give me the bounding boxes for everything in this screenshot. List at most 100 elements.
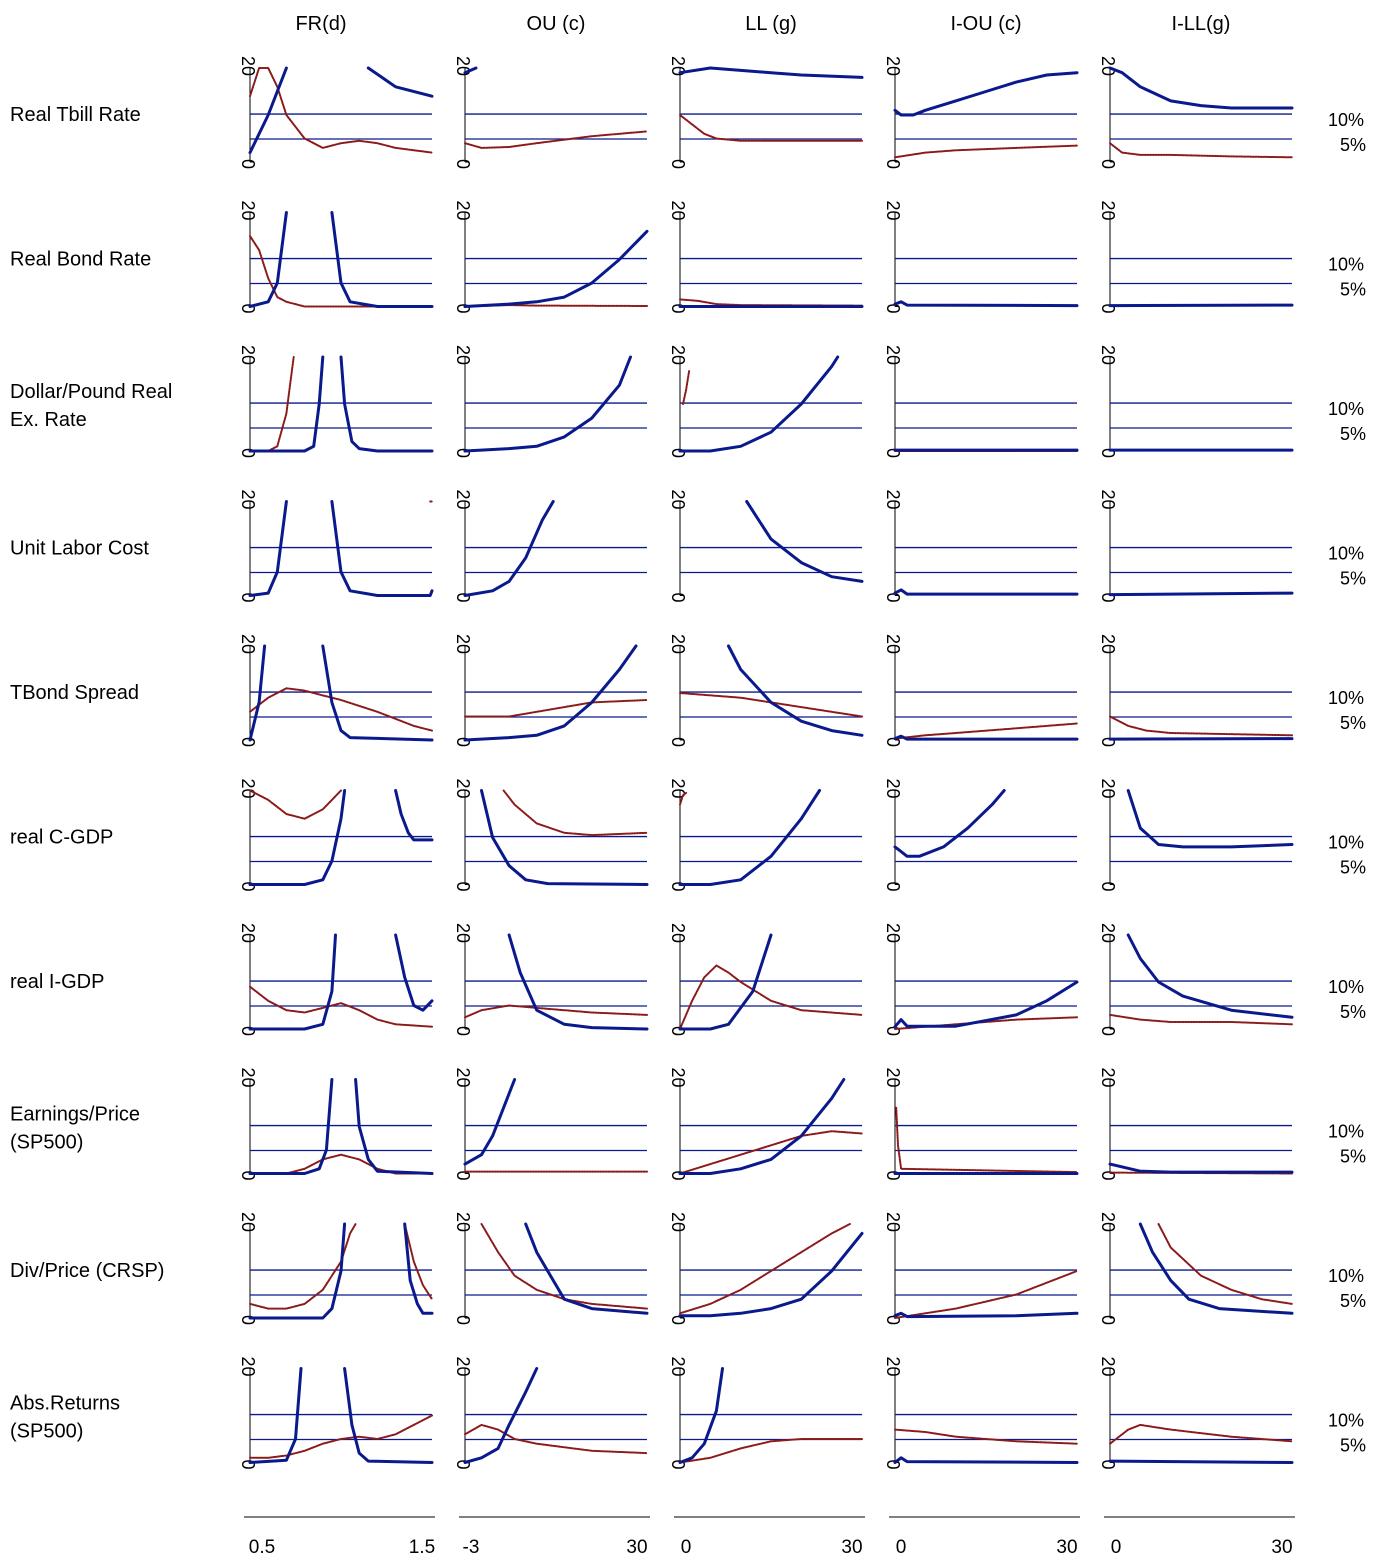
ref-label-10pct: 10% xyxy=(1328,110,1364,130)
y-tick-label: 0 xyxy=(238,448,258,458)
y-tick-label: 20 xyxy=(668,345,688,365)
y-tick-label: 0 xyxy=(1098,1315,1118,1325)
y-tick-label: 20 xyxy=(238,778,258,798)
y-tick-label: 20 xyxy=(453,56,473,76)
red-series-line xyxy=(464,130,648,149)
column-title: FR(d) xyxy=(295,13,346,35)
y-tick-label: 0 xyxy=(668,1315,688,1325)
y-tick-label: 0 xyxy=(883,881,903,891)
blue-series-line xyxy=(1108,1162,1294,1174)
y-tick-label: 0 xyxy=(883,159,903,169)
ref-label-5pct: 5% xyxy=(1340,279,1366,299)
y-tick-label: 0 xyxy=(883,303,903,313)
y-tick-label: 0 xyxy=(883,1459,903,1469)
red-series-line xyxy=(249,235,433,308)
y-tick-label: 0 xyxy=(1098,303,1118,313)
row-label: real I-GDP xyxy=(10,971,104,993)
y-tick-label: 0 xyxy=(1098,159,1118,169)
blue-series-line xyxy=(463,1367,539,1464)
y-tick-label: 0 xyxy=(668,1459,688,1469)
red-series-line xyxy=(679,298,863,307)
y-tick-label: 20 xyxy=(883,489,903,509)
ref-label-10pct: 10% xyxy=(1328,1122,1364,1142)
ref-label-5pct: 5% xyxy=(1340,568,1366,588)
red-series-line xyxy=(679,114,863,142)
y-tick-label: 20 xyxy=(1098,778,1118,798)
red-series-line xyxy=(679,1438,863,1464)
ref-label-5pct: 5% xyxy=(1340,713,1366,733)
y-tick-label: 0 xyxy=(453,1170,473,1180)
y-tick-label: 0 xyxy=(453,1026,473,1036)
row-label: Abs.Returns xyxy=(10,1393,120,1415)
blue-series-line xyxy=(678,1367,724,1464)
blue-series-line xyxy=(678,789,821,886)
y-tick-label: 0 xyxy=(1098,1026,1118,1036)
y-tick-label: 0 xyxy=(668,1026,688,1036)
blue-series-line xyxy=(248,1367,434,1464)
red-series-line xyxy=(682,370,691,405)
y-tick-label: 0 xyxy=(668,159,688,169)
y-tick-label: 0 xyxy=(883,448,903,458)
y-tick-label: 20 xyxy=(1098,1356,1118,1376)
y-tick-label: 0 xyxy=(238,1459,258,1469)
red-series-line xyxy=(464,699,648,718)
ref-label-10pct: 10% xyxy=(1328,1266,1364,1286)
x-tick-label: 0.5 xyxy=(249,1537,275,1558)
y-tick-label: 0 xyxy=(883,592,903,602)
blue-series-line xyxy=(248,644,434,742)
ref-label-5pct: 5% xyxy=(1340,424,1366,444)
red-series-line xyxy=(249,789,342,820)
blue-series-line xyxy=(1108,1459,1294,1464)
x-tick-label: 30 xyxy=(1056,1537,1077,1558)
red-series-line xyxy=(249,687,433,732)
blue-series-line xyxy=(1126,933,1294,1019)
x-tick-label: 30 xyxy=(626,1537,647,1558)
x-tick-label: 0 xyxy=(1111,1537,1122,1558)
y-tick-label: 0 xyxy=(453,1459,473,1469)
y-tick-label: 20 xyxy=(453,200,473,220)
row-label: Real Tbill Rate xyxy=(10,104,141,126)
row-label: Unit Labor Cost xyxy=(10,538,149,560)
blue-series-line xyxy=(893,1311,1079,1319)
y-tick-label: 0 xyxy=(883,1170,903,1180)
blue-series-line xyxy=(678,1231,864,1318)
blue-series-line xyxy=(248,66,434,155)
y-tick-label: 0 xyxy=(1098,592,1118,602)
y-tick-label: 20 xyxy=(883,923,903,943)
ref-label-10pct: 10% xyxy=(1328,399,1364,419)
blue-series-line xyxy=(1108,737,1294,741)
y-tick-label: 20 xyxy=(238,345,258,365)
blue-series-line xyxy=(463,500,555,597)
y-tick-label: 20 xyxy=(1098,634,1118,654)
red-series-line xyxy=(679,1223,851,1315)
y-tick-label: 20 xyxy=(883,634,903,654)
blue-series-line xyxy=(1108,591,1294,597)
y-tick-label: 0 xyxy=(238,881,258,891)
blue-series-line xyxy=(893,980,1079,1029)
red-series-line xyxy=(464,1423,648,1455)
y-tick-label: 0 xyxy=(453,303,473,313)
y-tick-label: 20 xyxy=(668,923,688,943)
row-label: Real Bond Rate xyxy=(10,249,151,271)
red-series-line xyxy=(502,789,648,837)
ref-label-10pct: 10% xyxy=(1328,833,1364,853)
red-series-line xyxy=(679,1130,863,1175)
y-tick-label: 0 xyxy=(883,1026,903,1036)
blue-series-line xyxy=(678,66,864,79)
blue-series-line xyxy=(463,355,632,453)
red-series-line xyxy=(249,356,295,452)
red-series-line xyxy=(1157,1223,1293,1305)
x-tick-label: 30 xyxy=(841,1537,862,1558)
blue-series-line xyxy=(463,1078,517,1166)
blue-series-line xyxy=(893,789,1006,858)
y-tick-label: 20 xyxy=(883,1356,903,1376)
red-series-line xyxy=(1109,1013,1293,1026)
ref-label-5pct: 5% xyxy=(1340,1291,1366,1311)
blue-series-line xyxy=(1126,789,1294,849)
y-tick-label: 20 xyxy=(1098,345,1118,365)
blue-series-line xyxy=(893,1456,1079,1464)
blue-series-line xyxy=(480,789,649,886)
y-tick-label: 0 xyxy=(1098,1170,1118,1180)
y-tick-label: 20 xyxy=(238,923,258,943)
